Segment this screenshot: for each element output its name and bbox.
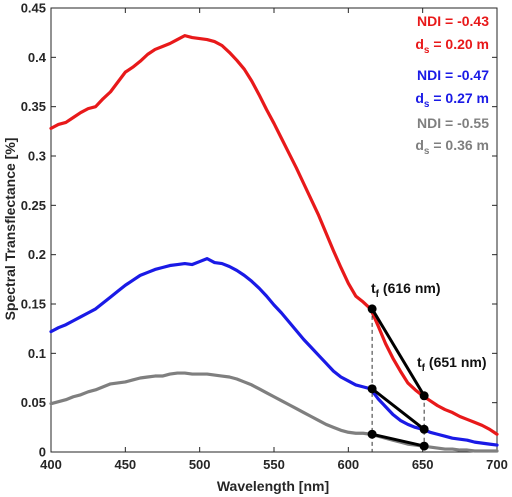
legend-entry-2-ds-symbol: d: [415, 90, 424, 106]
annotation-tf-616-subscript: f: [376, 289, 380, 300]
x-tick-label: 650: [412, 457, 434, 472]
annotation-tf-616: tf (616 nm): [371, 280, 440, 300]
legend-entry-1-ds-symbol: d: [415, 36, 424, 52]
legend-entry-2-ds-value: = 0.27 m: [429, 90, 489, 106]
legend-entry-3-ds-symbol: d: [415, 137, 424, 153]
marker-point: [419, 391, 429, 401]
markers-group: [367, 304, 429, 452]
marker-segment: [371, 432, 425, 448]
y-tick-label: 0.05: [21, 395, 46, 410]
marker-point: [367, 429, 377, 439]
legend-entry-3-ndi: NDI = -0.55: [417, 115, 489, 131]
legend-entry-3-ds-value: = 0.36 m: [429, 137, 489, 153]
legend-entry-1-ds-subscript: s: [424, 45, 430, 56]
legend-entry-2-ds: ds = 0.27 m: [415, 90, 489, 110]
y-tick-label: 0.15: [21, 297, 46, 312]
annotation-tf-651-symbol: t: [417, 354, 422, 370]
legend: NDI = -0.43 ds = 0.20 m NDI = -0.47 ds =…: [415, 13, 489, 157]
marker-segment: [371, 387, 426, 431]
y-tick-label: 0.35: [21, 99, 46, 114]
x-tick-label: 600: [337, 457, 359, 472]
marker-point: [419, 441, 429, 451]
y-tick-label: 0: [39, 445, 46, 460]
legend-entry-1-ds: ds = 0.20 m: [415, 36, 489, 56]
annotation-tf-651-subscript: f: [422, 363, 426, 374]
marker-segment: [370, 308, 426, 397]
x-tick-label: 550: [263, 457, 285, 472]
y-tick-label: 0.2: [28, 247, 46, 262]
x-tick-label: 700: [486, 457, 508, 472]
marker-point: [419, 424, 429, 434]
legend-entry-2-ds-subscript: s: [424, 99, 430, 110]
legend-entry-3-ds: ds = 0.36 m: [415, 137, 489, 157]
x-tick-label: 450: [114, 457, 136, 472]
y-tick-label: 0.4: [28, 50, 47, 65]
y-axis-title: Spectral Transflectance [%]: [2, 138, 18, 321]
legend-entry-1-ndi: NDI = -0.43: [417, 13, 489, 29]
marker-point: [367, 304, 377, 314]
legend-entry-3-ds-subscript: s: [424, 146, 430, 157]
y-tick-label: 0.45: [21, 1, 46, 16]
y-tick-label: 0.1: [28, 346, 46, 361]
annotation-tf-616-text: (616 nm): [379, 280, 440, 296]
annotation-tf-651-text: (651 nm): [425, 354, 486, 370]
x-tick-label: 500: [189, 457, 211, 472]
legend-entry-1-ds-value: = 0.20 m: [429, 36, 489, 52]
series-line-3: [49, 371, 499, 453]
x-tick-label: 400: [40, 457, 62, 472]
x-axis-title: Wavelength [nm]: [217, 478, 329, 494]
marker-point: [367, 384, 377, 394]
y-tick-label: 0.25: [21, 198, 46, 213]
annotation-tf-651: tf (651 nm): [417, 354, 486, 374]
y-tick-label: 0.3: [28, 149, 46, 164]
legend-entry-2-ndi: NDI = -0.47: [417, 67, 489, 83]
annotation-tf-616-symbol: t: [371, 280, 376, 296]
axes-group: 400 450 500 550 600 650 700 0 0.05 0.1 0.15 0.2 0.25…: [21, 1, 508, 473]
